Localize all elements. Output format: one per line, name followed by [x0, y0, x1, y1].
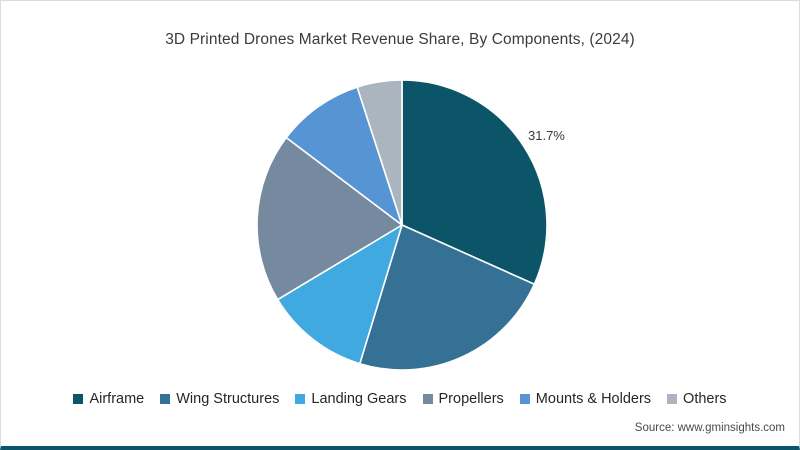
pie-slice[interactable] [356, 79, 403, 226]
pie-slice[interactable] [359, 224, 536, 371]
pie-slice[interactable] [276, 224, 403, 365]
source-attribution: Source: www.gminsights.com [634, 422, 785, 434]
legend-item[interactable]: Airframe [73, 391, 144, 407]
legend-swatch-icon [667, 394, 678, 404]
legend-item-label: Others [683, 391, 727, 407]
legend-item[interactable]: Others [667, 391, 727, 407]
pie-chart [256, 79, 548, 371]
legend-item[interactable]: Landing Gears [295, 391, 407, 407]
pie-slice[interactable] [401, 79, 548, 286]
pie-slice[interactable] [285, 86, 403, 226]
legend-swatch-icon [422, 394, 433, 404]
legend-item-label: Mounts & Holders [535, 391, 652, 407]
legend-item[interactable]: Propellers [422, 391, 504, 407]
legend-item[interactable]: Mounts & Holders [519, 391, 652, 407]
pie-slice[interactable] [256, 136, 403, 301]
legend-item-label: Propellers [438, 391, 504, 407]
pie-slice-group [256, 79, 548, 371]
pie-chart-svg [256, 79, 548, 371]
legend-item-label: Airframe [89, 391, 145, 407]
legend-swatch-icon [295, 394, 306, 404]
airframe-percentage-label: 31.7% [528, 128, 565, 143]
legend-item-label: Landing Gears [311, 391, 407, 407]
page-title: 3D Printed Drones Market Revenue Share, … [165, 31, 635, 48]
chart-legend: Airframe Wing Structures Landing Gears Prop… [1, 391, 799, 407]
legend-item-label: Wing Structures [176, 391, 280, 407]
legend-swatch-icon [160, 394, 171, 404]
legend-swatch-icon [519, 394, 530, 404]
legend-swatch-icon [73, 394, 84, 404]
legend-item[interactable]: Wing Structures [160, 391, 279, 407]
